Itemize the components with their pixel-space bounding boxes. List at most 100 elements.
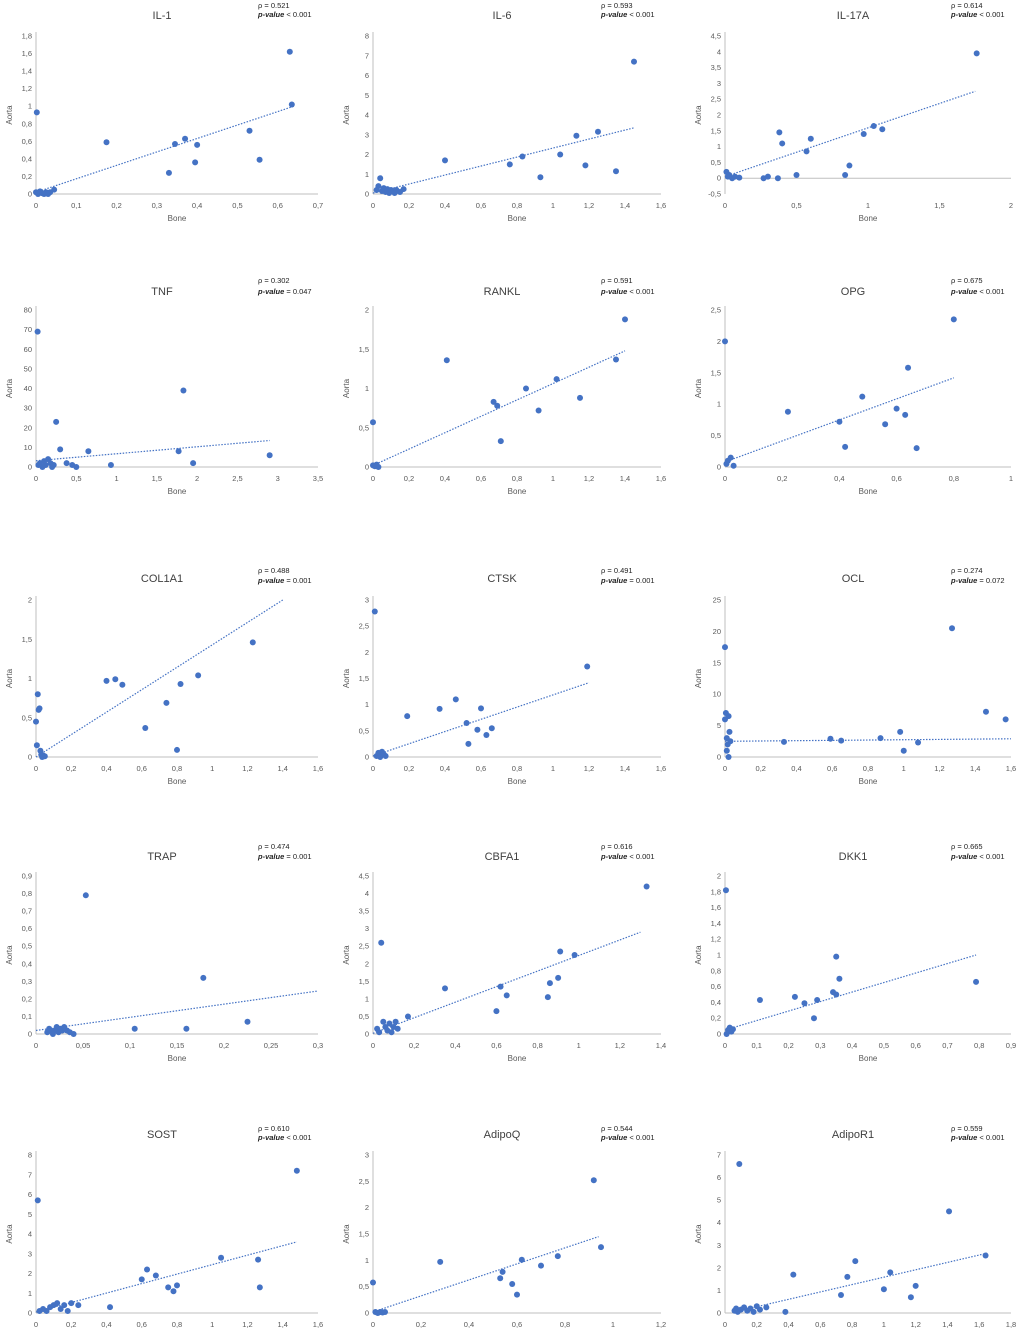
data-point [33, 109, 40, 116]
data-point [194, 141, 201, 148]
y-tick-label: 10 [713, 690, 721, 699]
p-value: p-value = 0.001 [600, 576, 655, 585]
data-point [442, 157, 448, 164]
data-point [774, 175, 781, 182]
x-tick-label: 0,4 [450, 1041, 460, 1050]
y-tick-label: 1,5 [711, 368, 721, 377]
y-tick-label: 4,5 [711, 32, 721, 41]
data-point [57, 446, 64, 453]
rho-value: ρ = 0.544 [601, 1124, 633, 1133]
data-point [490, 398, 497, 405]
x-tick-label: 0,8 [560, 1320, 570, 1329]
p-value-number: < 0.001 [977, 10, 1004, 19]
data-point [437, 1258, 444, 1265]
data-point [170, 1288, 177, 1295]
y-tick-label: 2 [717, 872, 721, 881]
y-axis-label: Aorta [342, 1224, 351, 1244]
rho-value: ρ = 0.665 [951, 842, 983, 851]
data-point [43, 1308, 50, 1315]
y-tick-label: 2,5 [359, 622, 369, 631]
x-tick-label: 0,4 [440, 764, 450, 773]
data-point [538, 1262, 544, 1269]
x-tick-label: 0,4 [440, 201, 450, 210]
x-tick-label: 0,5 [232, 201, 242, 210]
y-tick-label: 0 [28, 1309, 32, 1318]
data-point [537, 174, 544, 181]
x-tick-label: 0 [34, 1041, 38, 1050]
chart-title: IL-1 [153, 10, 172, 22]
chart-title: TNF [151, 286, 173, 298]
x-tick-label: 0 [371, 201, 375, 210]
data-point [590, 1177, 597, 1184]
p-value-number: < 0.001 [627, 10, 654, 19]
data-point [474, 726, 481, 733]
data-point [34, 1197, 41, 1204]
x-tick-label: 0,4 [101, 764, 111, 773]
x-axis-label: Bone [508, 777, 527, 786]
data-point [784, 408, 791, 415]
x-tick-label: 1,2 [584, 474, 594, 483]
y-tick-label: -0,5 [708, 190, 721, 199]
y-tick-label: 20 [713, 627, 721, 636]
x-tick-label: 1,2 [910, 1320, 920, 1329]
x-tick-label: 0,2 [219, 1041, 229, 1050]
data-point [70, 1031, 77, 1037]
data-point [51, 186, 58, 193]
y-tick-label: 1,8 [711, 887, 721, 896]
y-tick-label: 70 [24, 325, 32, 334]
y-tick-label: 2 [717, 111, 721, 120]
data-point [255, 1256, 262, 1263]
x-tick-label: 0,6 [910, 1041, 920, 1050]
x-axis-label: Bone [168, 777, 187, 786]
y-tick-label: 3 [365, 130, 369, 139]
x-tick-label: 0,5 [791, 201, 801, 210]
y-tick-label: 3 [365, 596, 369, 605]
p-value-number: < 0.001 [627, 1133, 654, 1142]
rho-value: ρ = 0.675 [951, 276, 983, 285]
data-point [382, 1308, 388, 1315]
y-tick-label: 0,5 [22, 713, 32, 722]
data-point [887, 1269, 894, 1276]
x-tick-label: 1,6 [313, 1320, 323, 1329]
chart-title: TRAP [147, 851, 176, 863]
x-tick-label: 0 [371, 1320, 375, 1329]
y-tick-label: 6 [365, 71, 369, 80]
x-tick-label: 1,4 [656, 1041, 666, 1050]
data-point [404, 713, 411, 720]
y-tick-label: 0 [28, 1030, 32, 1039]
data-point [523, 385, 529, 392]
chart-title: DKK1 [839, 851, 868, 863]
y-axis-label: Aorta [694, 668, 703, 688]
x-tick-label: 0,6 [827, 764, 837, 773]
y-tick-label: 0,5 [359, 1282, 369, 1291]
data-point [905, 364, 912, 371]
x-tick-label: 1 [882, 1320, 886, 1329]
y-tick-label: 30 [24, 404, 32, 413]
y-tick-label: 1 [28, 1289, 32, 1298]
x-tick-label: 1,8 [1006, 1320, 1016, 1329]
x-tick-label: 1 [114, 474, 118, 483]
x-tick-label: 0,6 [272, 201, 282, 210]
x-tick-label: 0,2 [66, 1320, 76, 1329]
p-value-label: p-value [600, 576, 627, 585]
y-axis-label: Aorta [694, 1224, 703, 1244]
trend-line [35, 990, 319, 1032]
data-point [810, 1015, 817, 1022]
y-tick-label: 1 [365, 994, 369, 1003]
data-point [171, 140, 178, 147]
p-value: p-value = 0.047 [257, 287, 312, 296]
x-tick-label: 1 [551, 474, 555, 483]
data-point [897, 728, 904, 735]
x-tick-label: 0,6 [476, 764, 486, 773]
p-value-label: p-value [600, 10, 627, 19]
y-tick-label: 4 [365, 111, 369, 120]
y-tick-label: 0,8 [22, 119, 32, 128]
y-tick-label: 3 [365, 1151, 369, 1160]
data-point [138, 1276, 145, 1283]
y-axis-label: Aorta [694, 105, 703, 125]
y-tick-label: 8 [28, 1151, 32, 1160]
data-point [836, 975, 843, 982]
x-tick-label: 0,6 [491, 1041, 501, 1050]
